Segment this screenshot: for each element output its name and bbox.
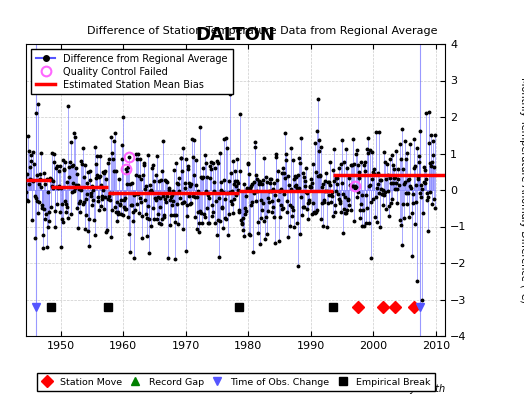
Text: Berkeley Earth: Berkeley Earth [373,384,445,394]
Legend: Station Move, Record Gap, Time of Obs. Change, Empirical Break: Station Move, Record Gap, Time of Obs. C… [37,373,435,391]
Legend: Difference from Regional Average, Quality Control Failed, Estimated Station Mean: Difference from Regional Average, Qualit… [31,49,233,94]
Title: DALTON: DALTON [196,26,276,44]
Text: Difference of Station Temperature Data from Regional Average: Difference of Station Temperature Data f… [87,26,437,36]
Y-axis label: Monthly Temperature Anomaly Difference (°C): Monthly Temperature Anomaly Difference (… [519,77,524,303]
